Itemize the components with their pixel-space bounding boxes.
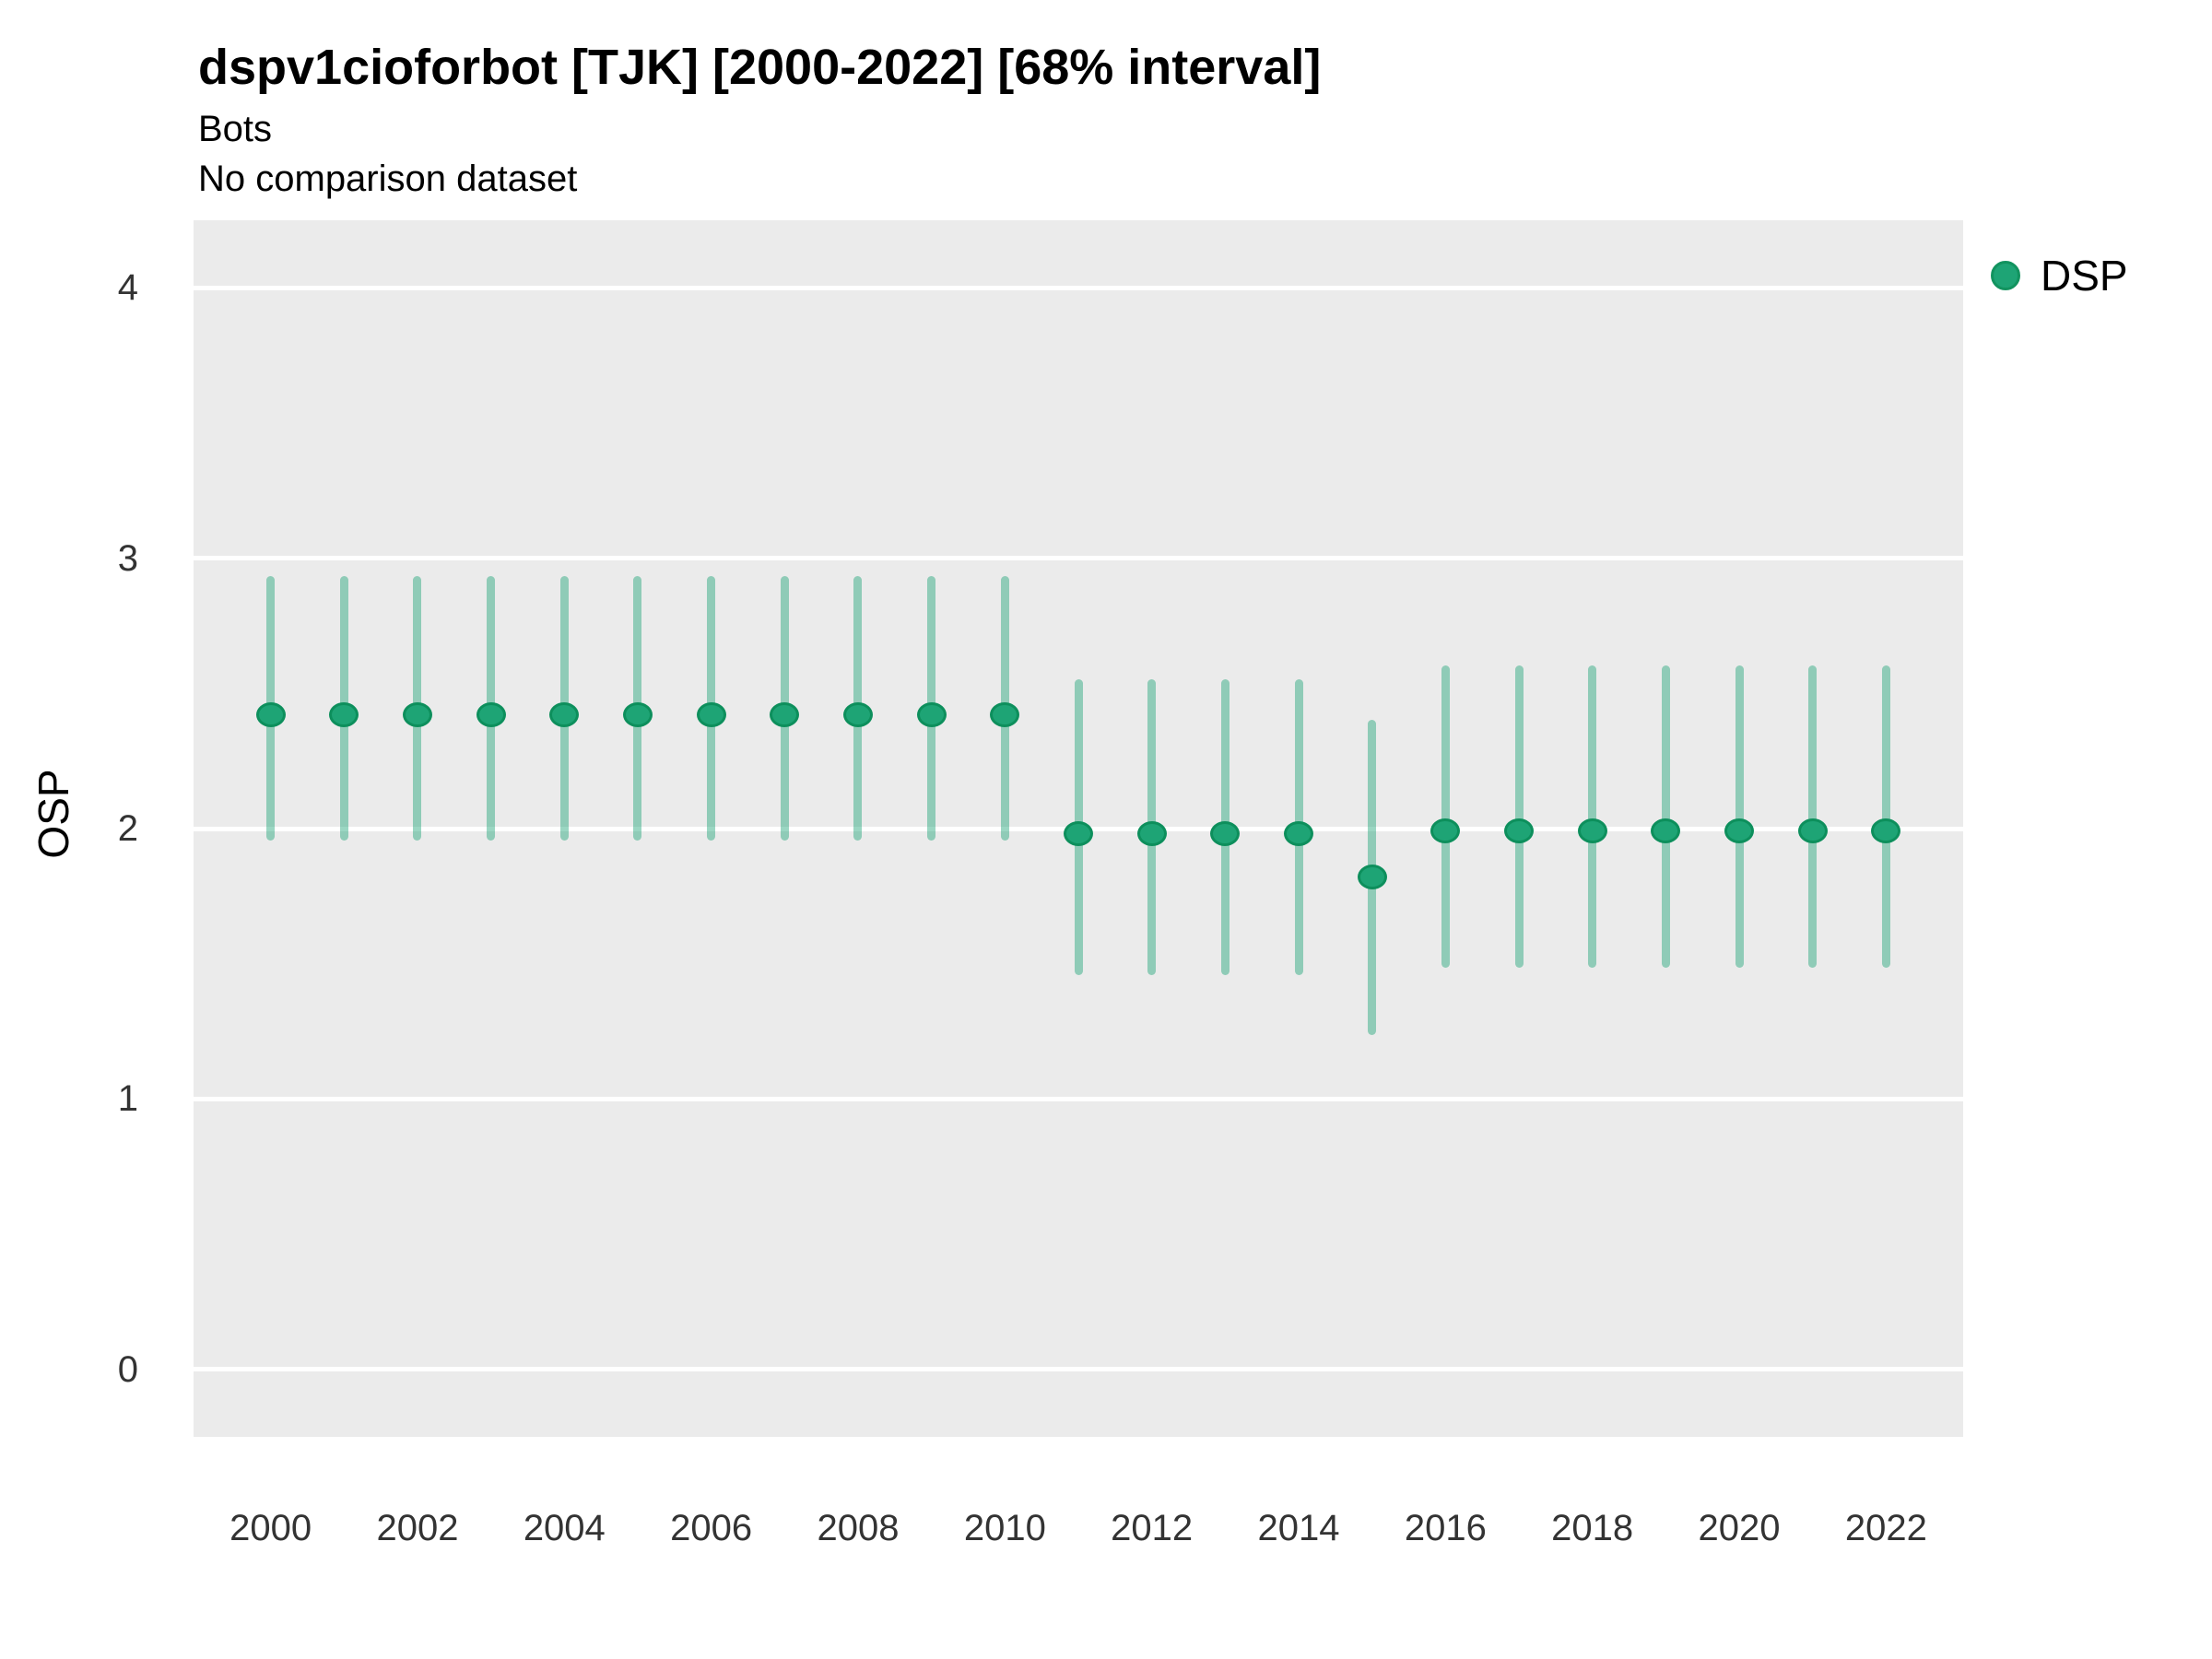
y-tick-label-1: 1 — [117, 1078, 138, 1120]
x-tick-label-2022: 2022 — [1844, 1508, 1927, 1548]
data-point-2003 — [476, 702, 506, 728]
error-bar-2022 — [1881, 665, 1890, 968]
chart-subtitle: Bots — [198, 109, 273, 149]
error-bar-2020 — [1735, 665, 1744, 968]
x-tick-label-2014: 2014 — [1257, 1508, 1340, 1548]
x-tick-label-2006: 2006 — [670, 1508, 753, 1548]
error-bar-2019 — [1661, 665, 1670, 968]
x-tick-label-2000: 2000 — [229, 1508, 312, 1548]
data-point-2006 — [696, 702, 726, 728]
error-bar-2018 — [1588, 665, 1597, 968]
y-axis-title: OSP — [29, 769, 77, 859]
data-point-2019 — [1651, 818, 1681, 844]
data-point-2012 — [1136, 821, 1167, 847]
data-point-2022 — [1871, 818, 1901, 844]
data-point-2020 — [1724, 818, 1754, 844]
x-tick-label-2010: 2010 — [963, 1508, 1046, 1548]
data-point-2013 — [1210, 821, 1241, 847]
comparison-note: No comparison dataset — [198, 159, 578, 199]
legend: DSP — [1991, 251, 2128, 300]
gridline-y-4 — [194, 285, 1963, 290]
data-point-2017 — [1504, 818, 1534, 844]
data-point-2015 — [1357, 865, 1387, 890]
y-tick-label-0: 0 — [117, 1348, 138, 1390]
data-point-2004 — [549, 702, 580, 728]
x-tick-label-2002: 2002 — [376, 1508, 459, 1548]
data-point-2007 — [770, 702, 800, 728]
data-point-2005 — [622, 702, 653, 728]
x-tick-label-2012: 2012 — [1111, 1508, 1194, 1548]
chart-title: dspv1cioforbot [TJK] [2000-2022] [68% in… — [198, 40, 1322, 95]
y-tick-label-2: 2 — [117, 808, 138, 849]
x-tick-label-2004: 2004 — [523, 1508, 606, 1548]
data-point-2008 — [842, 702, 873, 728]
data-point-2002 — [402, 702, 432, 728]
x-tick-label-2018: 2018 — [1551, 1508, 1634, 1548]
y-tick-label-4: 4 — [117, 267, 138, 309]
gridline-y-0 — [194, 1367, 1963, 1372]
data-point-2014 — [1284, 821, 1313, 847]
data-point-2021 — [1797, 818, 1828, 844]
data-point-2009 — [916, 702, 947, 728]
x-tick-label-2020: 2020 — [1698, 1508, 1781, 1548]
x-tick-label-2008: 2008 — [817, 1508, 900, 1548]
data-point-2001 — [329, 702, 359, 728]
x-tick-label-2016: 2016 — [1404, 1508, 1487, 1548]
plot-panel — [194, 220, 1963, 1437]
legend-label: DSP — [2041, 252, 2128, 300]
data-point-2018 — [1577, 818, 1607, 844]
gridline-y-3 — [194, 556, 1963, 561]
data-point-2011 — [1064, 821, 1093, 847]
error-bar-2021 — [1808, 665, 1818, 968]
error-bar-2017 — [1514, 665, 1524, 968]
data-point-2016 — [1430, 818, 1461, 844]
data-point-2010 — [990, 702, 1020, 728]
legend-marker-icon — [1991, 261, 2020, 290]
gridline-y-1 — [194, 1096, 1963, 1101]
data-point-2000 — [255, 702, 286, 728]
error-bar-2016 — [1441, 665, 1450, 968]
legend-item-dsp: DSP — [1991, 251, 2128, 300]
y-tick-label-3: 3 — [117, 537, 138, 579]
